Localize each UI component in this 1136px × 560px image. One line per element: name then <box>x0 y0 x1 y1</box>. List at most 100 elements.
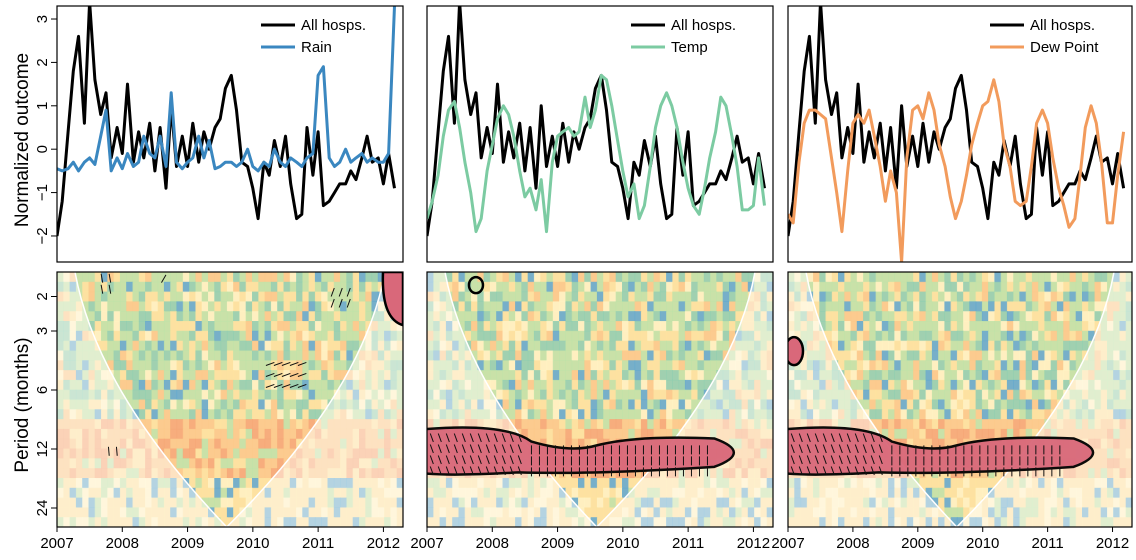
wavelet-cell <box>716 487 724 499</box>
wavelet-cell <box>327 458 335 469</box>
wavelet-cell <box>182 487 190 499</box>
wavelet-cell <box>502 487 510 499</box>
wavelet-cell <box>615 360 623 371</box>
wavelet-cell <box>477 419 485 430</box>
wavelet-cell <box>113 438 121 450</box>
wavelet-cell <box>1075 419 1083 430</box>
wavelet-cell <box>559 360 566 371</box>
wavelet-cell <box>1088 330 1096 342</box>
wavelet-cell <box>944 350 952 361</box>
wavelet-cell <box>496 281 504 293</box>
wavelet-cell <box>747 340 755 352</box>
wavelet-cell <box>869 272 877 283</box>
wavelet-cell <box>609 507 617 518</box>
wavelet-cell <box>1094 301 1102 312</box>
wavelet-cell <box>640 360 648 371</box>
wavelet-cell <box>377 438 385 450</box>
wavelet-cell <box>869 291 877 302</box>
wavelet-cell <box>314 370 322 381</box>
wavelet-cell <box>869 301 877 312</box>
wavelet-cell <box>988 497 995 508</box>
wavelet-cell <box>994 399 1002 410</box>
wavelet-cell <box>760 507 768 518</box>
wavelet-cell <box>252 350 259 361</box>
wavelet-cell <box>113 350 121 361</box>
wavelet-cell <box>794 399 802 410</box>
wavelet-cell <box>170 517 178 527</box>
wavelet-cell <box>1125 468 1132 479</box>
wavelet-cell <box>1044 507 1052 518</box>
phase-arrow <box>485 455 490 465</box>
wavelet-cell <box>189 370 196 381</box>
wavelet-cell <box>1044 340 1052 352</box>
wavelet-cell <box>856 487 864 499</box>
wavelet-cell <box>735 350 743 361</box>
wavelet-cell <box>138 291 146 302</box>
wavelet-cell <box>340 291 347 302</box>
wavelet-cell <box>565 350 573 361</box>
wavelet-cell <box>527 409 535 420</box>
wavelet-cell <box>1019 419 1027 430</box>
wavelet-cell <box>975 360 983 371</box>
wavelet-cell <box>515 478 522 489</box>
wavelet-cell <box>729 330 736 342</box>
wavelet-cell <box>1113 458 1121 469</box>
wavelet-cell <box>377 360 385 371</box>
wavelet-cell <box>944 409 952 420</box>
wavelet-cell <box>766 360 773 371</box>
wavelet-cell <box>220 419 228 430</box>
wavelet-cell <box>277 350 285 361</box>
wavelet-cell <box>1075 350 1083 361</box>
wavelet-cell <box>82 301 90 312</box>
wavelet-cell <box>182 291 190 302</box>
wavelet-cell <box>521 487 529 499</box>
wavelet-cell <box>1050 272 1058 283</box>
wavelet-cell <box>766 497 773 508</box>
wavelet-cell <box>464 291 472 302</box>
wavelet-cell <box>321 399 329 410</box>
wavelet-cell <box>794 478 802 489</box>
wavelet-cell <box>489 370 497 381</box>
wavelet-cell <box>863 291 870 302</box>
plot-frame-top <box>787 5 1133 263</box>
wavelet-cell <box>850 272 858 283</box>
wavelet-cell <box>1075 370 1083 381</box>
wavelet-cell <box>800 487 808 499</box>
wavelet-cell <box>296 458 303 469</box>
wavelet-cell <box>145 389 152 401</box>
wavelet-cell <box>1088 438 1096 450</box>
wavelet-cell <box>340 428 347 440</box>
wavelet-cell <box>314 438 322 450</box>
wavelet-cell <box>900 478 908 489</box>
wavelet-dew-point-wavelet <box>788 272 1132 527</box>
wavelet-cell <box>201 330 209 342</box>
wavelet-cell <box>981 291 989 302</box>
wavelet-cell <box>684 311 692 322</box>
wavelet-cell <box>1082 507 1089 518</box>
wavelet-cell <box>825 301 833 312</box>
wavelet-cell <box>220 458 228 469</box>
wavelet-cell <box>515 389 522 401</box>
plot-frame-bottom <box>787 271 1133 528</box>
wavelet-cell <box>302 272 310 283</box>
wavelet-cell <box>1031 478 1039 489</box>
wavelet-cell <box>314 468 322 479</box>
wavelet-cell <box>653 379 661 391</box>
wavelet-cell <box>302 281 310 293</box>
wavelet-cell <box>1107 458 1114 469</box>
wavelet-cell <box>1125 291 1132 302</box>
wavelet-cell <box>800 507 808 518</box>
wavelet-cell <box>622 419 629 430</box>
wavelet-cell <box>1082 311 1089 322</box>
wavelet-cell <box>433 517 441 527</box>
wavelet-cell <box>894 497 902 508</box>
wavelet-cell <box>666 497 673 508</box>
wavelet-cell <box>308 311 316 322</box>
wavelet-cell <box>1056 272 1064 283</box>
wavelet-cell <box>521 419 529 430</box>
wavelet-cell <box>869 409 877 420</box>
wavelet-cell <box>377 330 385 342</box>
wavelet-cell <box>75 487 83 499</box>
wavelet-cell <box>906 389 914 401</box>
wavelet-cell <box>1113 409 1121 420</box>
